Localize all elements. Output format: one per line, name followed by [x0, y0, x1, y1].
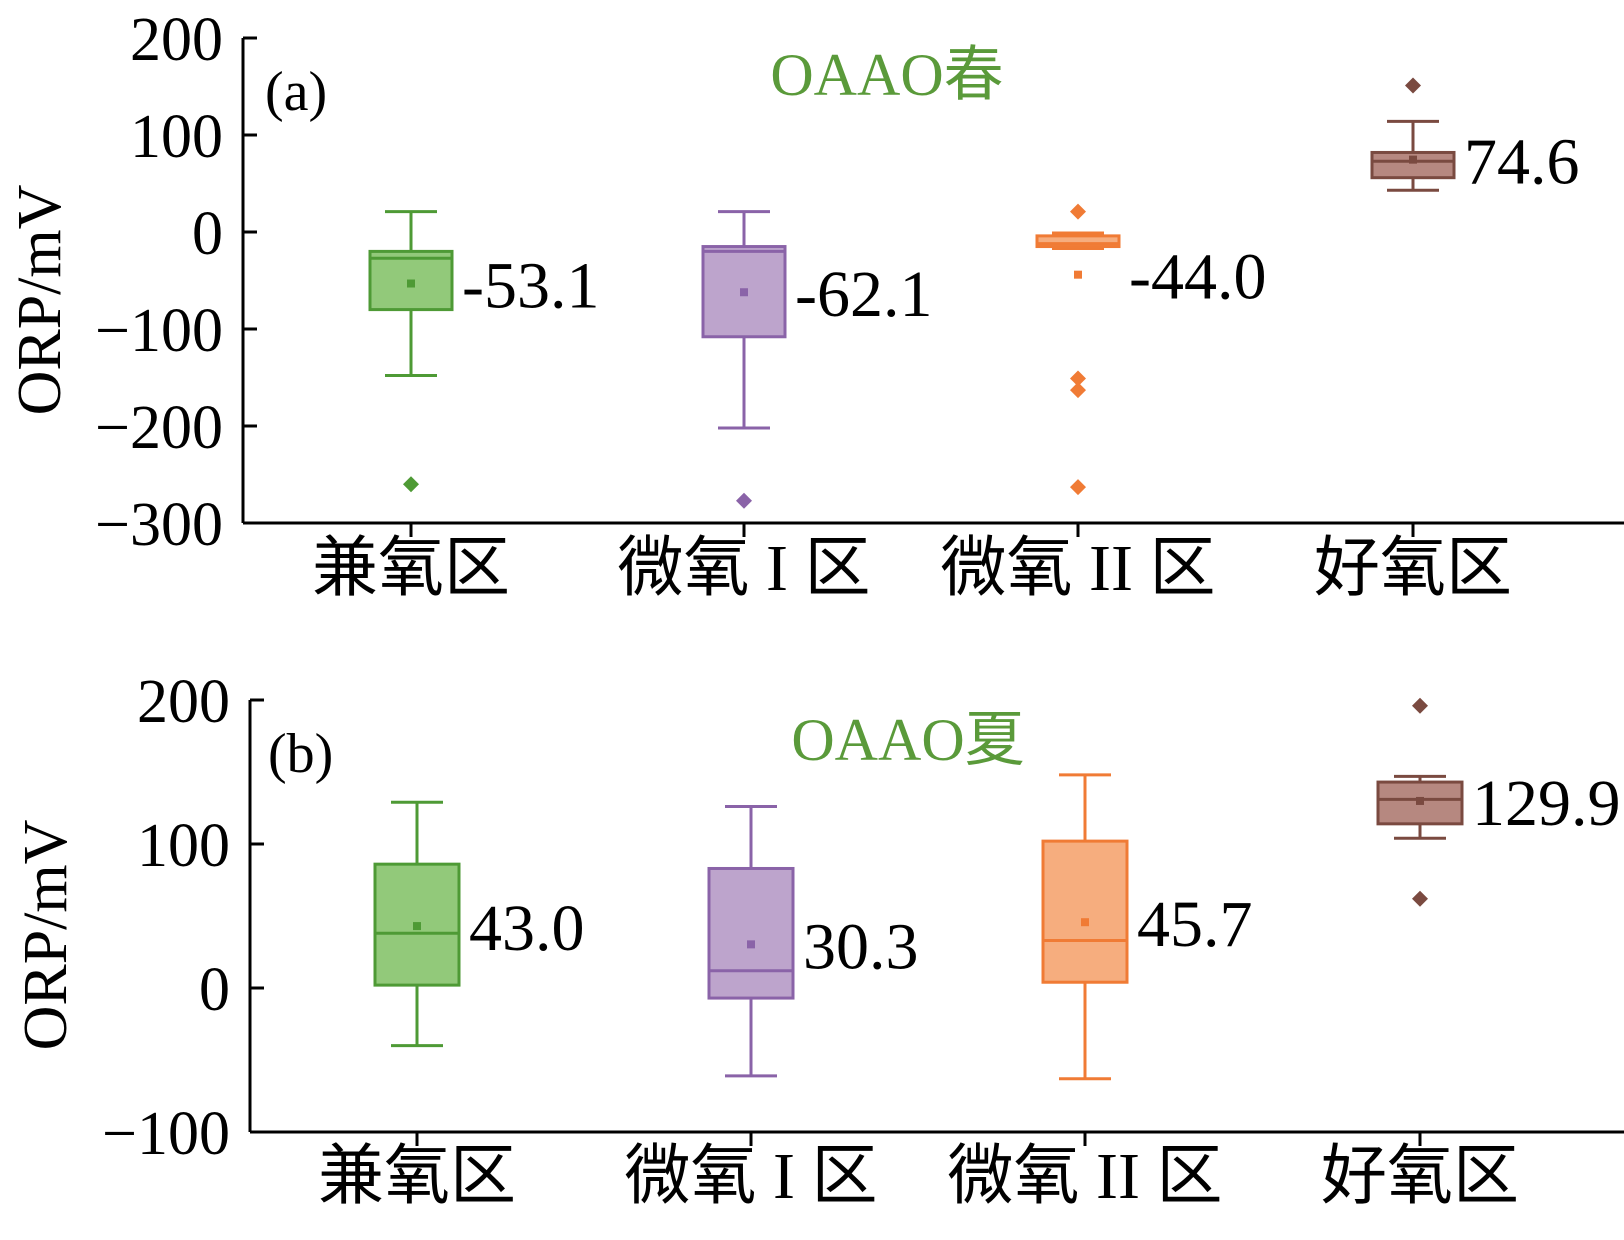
mean-marker	[1416, 796, 1424, 805]
box-iqr	[1035, 234, 1121, 249]
x-tick-label: 微氧 II 区	[948, 1140, 1223, 1213]
x-tick-label: 微氧 II 区	[941, 532, 1216, 605]
y-tick-label: 200	[130, 6, 223, 74]
mean-label: 129.9	[1472, 767, 1621, 840]
box-4: 74.6	[1370, 77, 1580, 199]
box-3: 45.7	[1041, 773, 1253, 1081]
outlier-point	[1412, 697, 1428, 714]
outlier-point	[1405, 77, 1421, 94]
chart-panel-a: 200 100 0 −100 −200 −300 兼氧区 微氧 I 区微氧 II 区 好氧区 OR…	[6, 6, 1624, 605]
box-1: -53.1	[368, 210, 599, 493]
box-iqr	[1041, 839, 1129, 984]
x-tick-label: 微氧 I 区	[618, 532, 871, 605]
y-tick-label: 100	[130, 103, 223, 171]
chart-title: OAAO春	[770, 42, 1003, 108]
x-tick-label: 微氧 I 区	[625, 1140, 878, 1213]
mean-marker	[1081, 918, 1089, 927]
x-tick-label: 兼氧区	[312, 532, 510, 605]
y-tick-label: 0	[192, 200, 223, 268]
outlier-point	[1070, 370, 1086, 387]
mean-label: -62.1	[795, 258, 932, 331]
mean-marker	[413, 922, 421, 931]
x-tick-label: 好氧区	[1314, 532, 1512, 605]
y-tick-label: 100	[137, 812, 230, 880]
y-axis-label: ORP/mV	[6, 184, 74, 415]
mean-label: -44.0	[1129, 241, 1266, 314]
mean-label: 43.0	[469, 892, 585, 965]
box-3: -44.0	[1035, 203, 1266, 496]
mean-marker	[407, 279, 415, 288]
outlier-point	[1070, 382, 1086, 399]
x-tick-label: 兼氧区	[318, 1140, 516, 1213]
mean-label: -53.1	[462, 250, 599, 323]
mean-label: 30.3	[803, 910, 919, 983]
y-tick-label: −100	[102, 1100, 230, 1168]
chart-title: OAAO夏	[791, 707, 1024, 773]
outlier-point	[1412, 890, 1428, 907]
chart-panel-b: 200 100 0 −100 兼氧区 微氧 I 区微氧 II 区 好氧区 ORP/mV (b) O…	[12, 668, 1624, 1213]
box-iqr	[707, 866, 795, 1000]
mean-label: 45.7	[1137, 888, 1253, 961]
mean-marker	[1409, 155, 1417, 164]
panel-label: (a)	[265, 61, 327, 123]
outlier-point	[403, 476, 419, 493]
box-1: 43.0	[373, 800, 585, 1048]
y-tick-label: −100	[95, 297, 223, 365]
box-2: 30.3	[707, 805, 919, 1078]
box-4: 129.9	[1376, 697, 1621, 907]
outlier-point	[1070, 203, 1086, 220]
x-tick-label: 好氧区	[1321, 1140, 1519, 1213]
box-2: -62.1	[701, 210, 932, 509]
y-tick-label: 0	[199, 956, 230, 1024]
mean-marker	[740, 288, 748, 297]
mean-label: 74.6	[1464, 126, 1580, 199]
mean-marker	[747, 940, 755, 949]
y-tick-label: −200	[95, 394, 223, 462]
y-axis-label: ORP/mV	[12, 819, 80, 1050]
y-tick-label: −300	[95, 491, 223, 559]
panel-label: (b)	[268, 723, 333, 785]
outlier-point	[1070, 479, 1086, 496]
mean-marker	[1074, 270, 1082, 279]
y-tick-label: 200	[137, 668, 230, 736]
outlier-point	[736, 492, 752, 509]
box-iqr	[1370, 150, 1456, 180]
